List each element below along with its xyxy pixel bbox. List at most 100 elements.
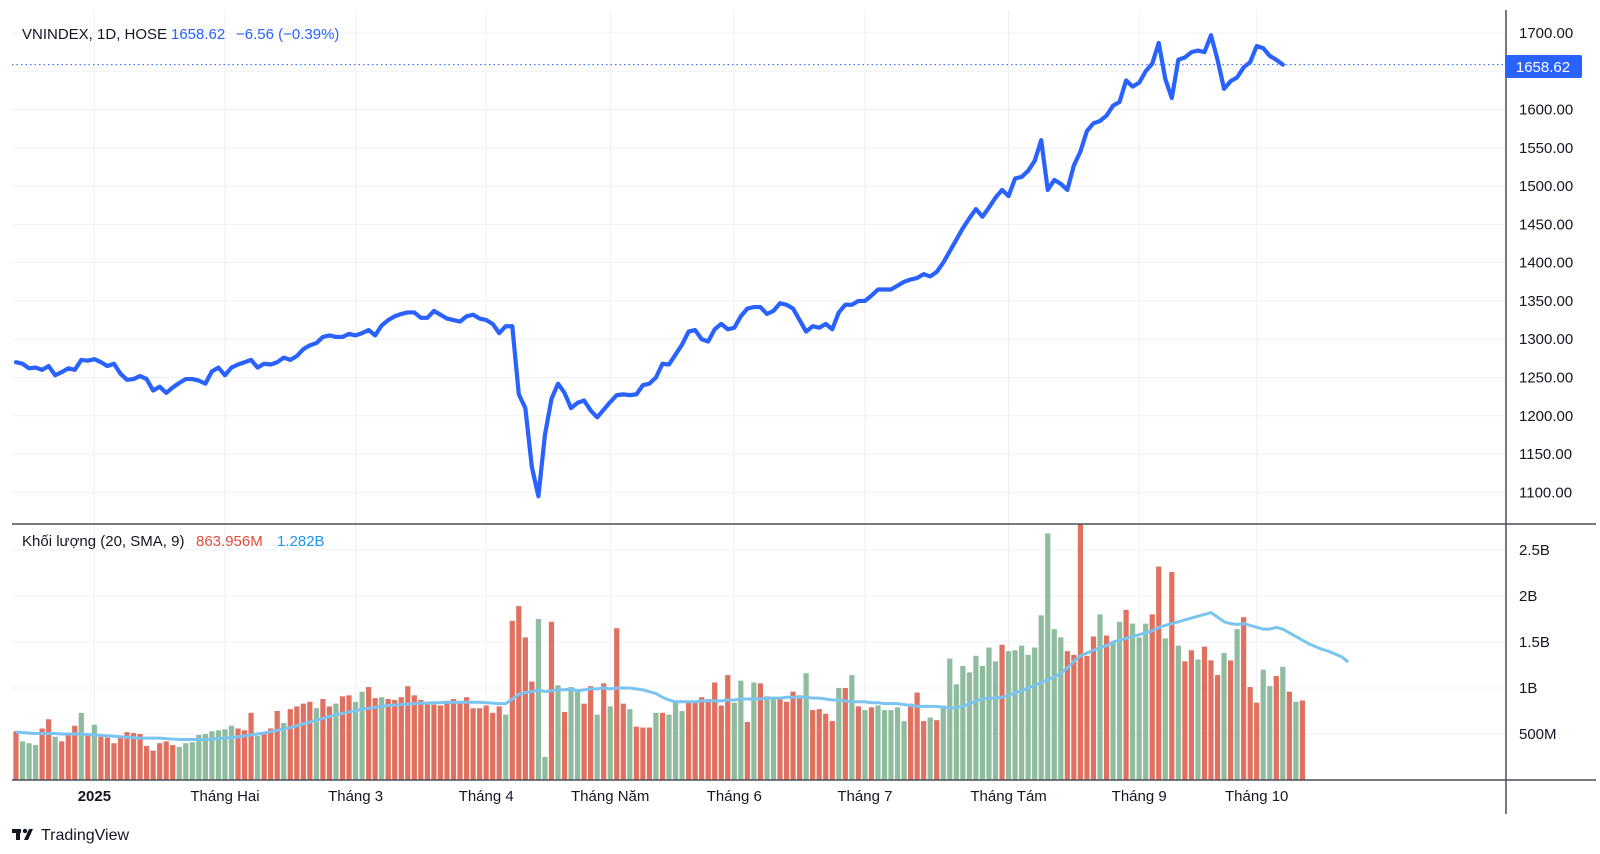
volume-value: 863.956M xyxy=(196,533,263,550)
volume-bar xyxy=(1162,638,1168,780)
volume-bar xyxy=(888,710,894,780)
volume-bar xyxy=(268,728,274,780)
volume-bar xyxy=(979,665,986,780)
price-series xyxy=(12,33,1506,499)
price-tick-label: 1300.00 xyxy=(1519,331,1573,348)
volume-tick-label: 500M xyxy=(1519,726,1557,743)
volume-bar xyxy=(620,703,626,780)
volume-bar xyxy=(13,731,19,780)
volume-bar xyxy=(196,734,202,780)
volume-bar xyxy=(1260,669,1266,780)
time-tick-label: Tháng Tám xyxy=(970,788,1046,805)
volume-bar xyxy=(1182,661,1188,780)
volume-bar xyxy=(503,714,509,780)
volume-bar xyxy=(947,658,953,780)
time-tick-label: Tháng Năm xyxy=(571,788,649,805)
brand-name: TradingView xyxy=(41,827,129,844)
volume-bar xyxy=(392,699,398,780)
volume-bar xyxy=(405,686,411,780)
volume-bar xyxy=(398,697,404,780)
volume-bar xyxy=(692,702,698,780)
volume-bar xyxy=(568,687,574,780)
volume-bar xyxy=(124,732,130,780)
volume-bar xyxy=(764,696,770,780)
price-tick-label: 1700.00 xyxy=(1519,25,1573,42)
volume-bar xyxy=(59,741,65,780)
volume-bar xyxy=(1214,675,1221,780)
volume-bar xyxy=(548,621,555,780)
price-tick-label: 1550.00 xyxy=(1519,140,1573,157)
volume-axis[interactable]: 500M 1B 1.5B 2B 2.5B xyxy=(1519,542,1557,743)
volume-bar xyxy=(1012,650,1018,780)
volume-bar xyxy=(281,722,287,780)
volume-bar xyxy=(1103,635,1110,780)
volume-bar xyxy=(130,733,137,780)
volume-bar xyxy=(1201,646,1208,780)
volume-bar xyxy=(1227,660,1234,780)
volume-bar xyxy=(202,734,208,780)
time-axis[interactable]: 2025 Tháng Hai Tháng 3 Tháng 4 Tháng Năm Thán… xyxy=(78,785,1600,811)
volume-bar xyxy=(457,701,463,780)
brand[interactable]: TradingView xyxy=(12,827,129,844)
volume-sma-line xyxy=(15,611,1350,742)
volume-bar xyxy=(1090,636,1097,780)
price-tick-label: 1600.00 xyxy=(1519,102,1573,119)
volume-bar xyxy=(470,708,476,780)
volume-bars xyxy=(13,524,1306,780)
volume-bar xyxy=(960,665,966,780)
volume-bar xyxy=(725,675,731,780)
volume-bar xyxy=(320,699,326,780)
volume-bar xyxy=(209,731,215,780)
volume-bar xyxy=(189,742,195,780)
volume-bar xyxy=(875,705,881,780)
volume-indicator-label[interactable]: Khối lượng (20, SMA, 9) xyxy=(22,533,184,550)
volume-bar xyxy=(705,699,711,780)
symbol-label[interactable]: VNINDEX, 1D, HOSE xyxy=(22,26,167,43)
volume-bar xyxy=(797,695,803,780)
volume-bar xyxy=(248,712,254,780)
volume-bar xyxy=(986,647,992,780)
volume-bar xyxy=(894,707,901,780)
time-tick-label: Tháng 10 xyxy=(1225,788,1288,805)
volume-bar xyxy=(463,697,470,780)
volume-bar xyxy=(666,714,672,780)
volume-bar xyxy=(352,701,359,780)
volume-bar xyxy=(424,704,430,780)
volume-bar xyxy=(144,745,150,780)
volume-bar xyxy=(241,730,248,780)
volume-bar xyxy=(1273,676,1279,780)
volume-bar xyxy=(1208,660,1214,780)
price-axis[interactable]: 1100.00 1150.00 1200.00 1250.00 1300.00 1350.… xyxy=(1519,25,1573,501)
volume-bar xyxy=(816,709,822,780)
volume-legend[interactable]: Khối lượng (20, SMA, 9) 863.956M 1.282B xyxy=(22,533,325,550)
volume-bar xyxy=(757,683,764,780)
volume-bar xyxy=(228,725,235,780)
volume-bar xyxy=(614,628,620,780)
volume-bar xyxy=(953,684,959,780)
volume-bar xyxy=(65,734,71,780)
volume-bar xyxy=(294,706,300,780)
time-tick-label: 2025 xyxy=(78,788,111,805)
volume-bar xyxy=(78,712,84,780)
volume-bar xyxy=(333,703,339,780)
volume-bar xyxy=(1077,524,1083,780)
volume-bar xyxy=(1084,655,1090,780)
volume-bar xyxy=(653,712,659,780)
volume-bar xyxy=(372,698,378,780)
volume-bar xyxy=(1005,651,1012,780)
volume-bar xyxy=(522,637,528,780)
volume-bar xyxy=(19,741,26,780)
price-tick-label: 1150.00 xyxy=(1519,446,1572,463)
volume-bar xyxy=(810,710,816,780)
volume-bar xyxy=(640,727,646,780)
volume-bar xyxy=(542,757,548,780)
volume-bar xyxy=(1293,701,1299,780)
volume-bar xyxy=(346,695,352,780)
volume-bar xyxy=(1188,650,1194,780)
volume-bar xyxy=(85,734,91,780)
volume-bar xyxy=(339,696,346,780)
tradingview-logo-icon xyxy=(12,828,33,840)
price-legend[interactable]: VNINDEX, 1D, HOSE 1658.62 −6.56 (−0.39%) xyxy=(22,26,339,43)
volume-bar xyxy=(91,724,97,780)
volume-bar xyxy=(26,743,32,780)
